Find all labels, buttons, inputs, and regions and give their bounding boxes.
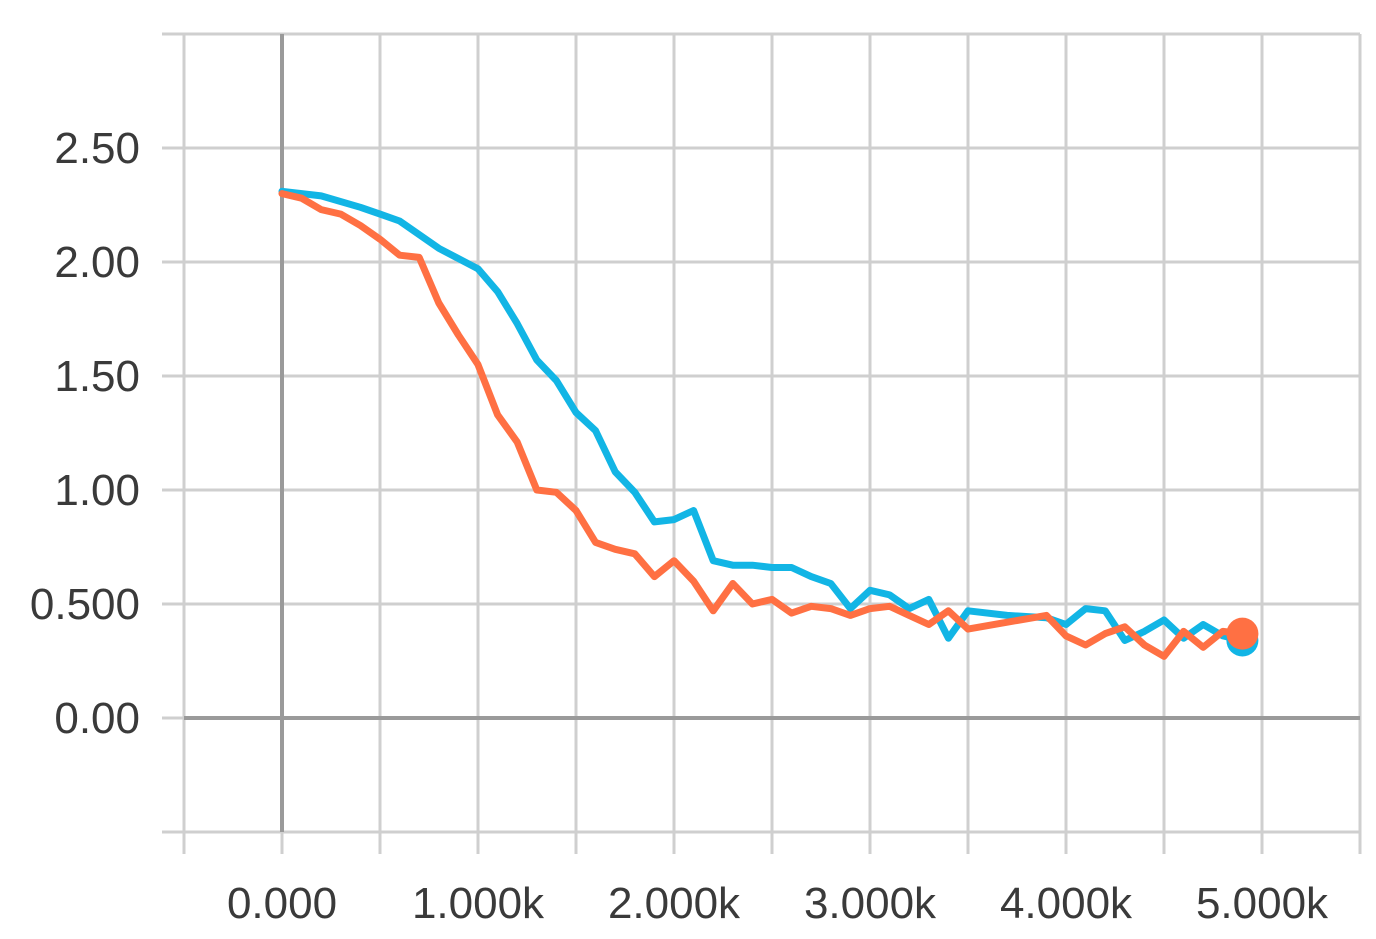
zero-axes [184,34,1360,832]
x-tick-label: 1.000k [412,879,545,928]
series-line [278,187,1246,644]
y-tick-label: 2.50 [54,124,140,173]
y-tick-label: 0.500 [30,580,140,629]
x-tick-label: 2.000k [608,879,741,928]
x-tick-label: 3.000k [804,879,937,928]
series-endpoint-marker [1226,617,1259,650]
y-tick-label: 2.00 [54,238,140,287]
y-tick-label: 1.00 [54,466,140,515]
x-gridlines [182,34,1362,854]
y-tick-label: 1.50 [54,352,140,401]
x-tick-label: 0.000 [227,879,337,928]
y-tick-label: 0.00 [54,694,140,743]
x-tick-label: 5.000k [1196,879,1329,928]
y-gridlines [162,32,1360,834]
x-tick-label: 4.000k [1000,879,1133,928]
y-tick-labels: 0.00 0.500 1.00 1.50 2.00 2.50 [30,124,140,743]
x-tick-labels: 0.000 1.000k 2.000k 3.000k 4.000k 5.000k [227,879,1329,928]
series-layer [278,187,1259,660]
series-line [278,190,1246,660]
